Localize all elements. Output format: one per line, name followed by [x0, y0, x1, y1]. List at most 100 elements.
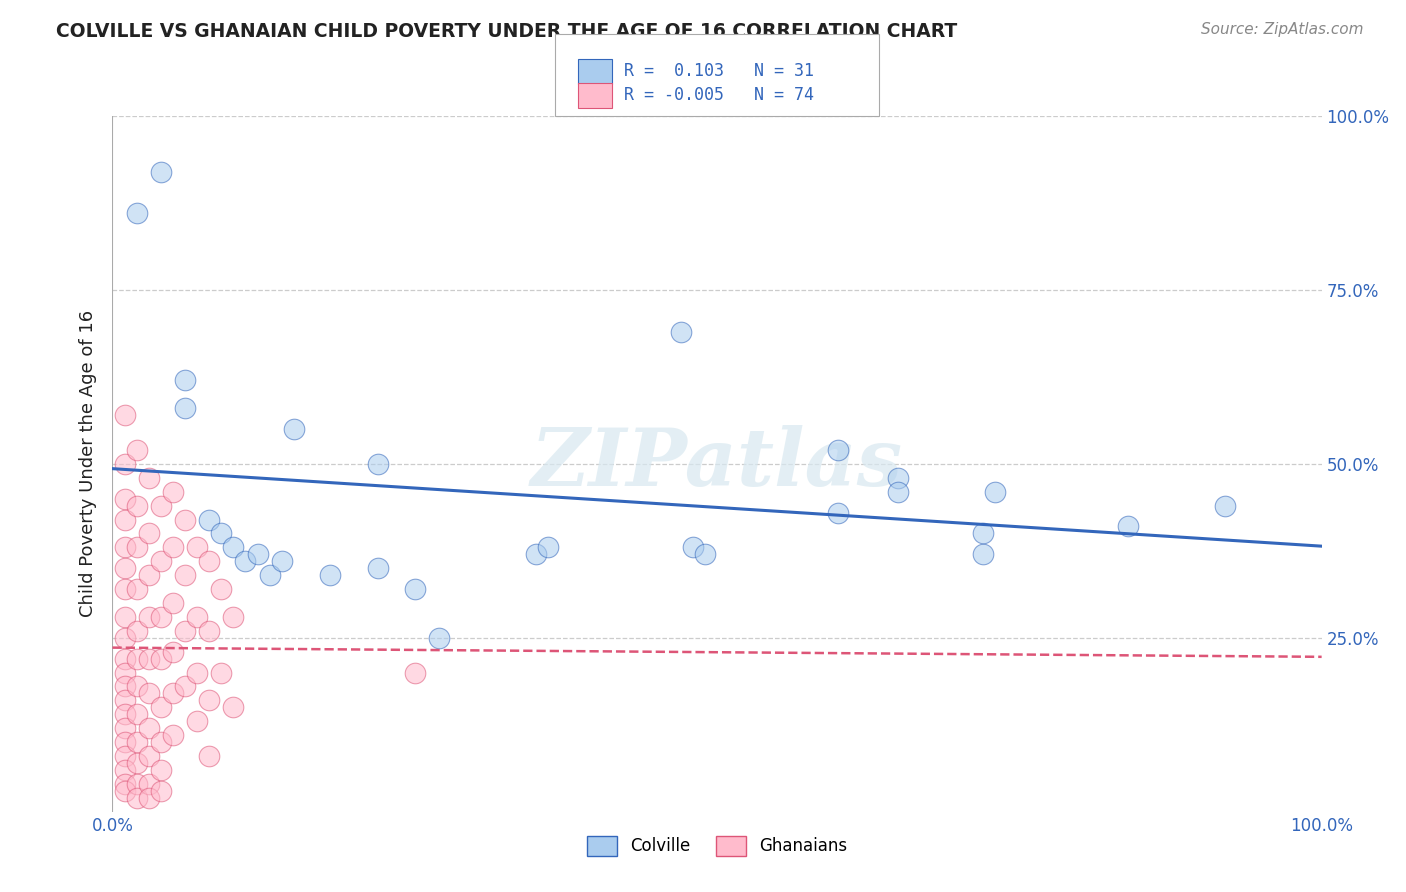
Point [209, 526, 232, 541]
Point [209, 665, 232, 680]
Point [174, 568, 197, 582]
Point [125, 680, 148, 694]
Point [404, 665, 426, 680]
Point [198, 749, 221, 764]
Point [186, 665, 208, 680]
Point [174, 512, 197, 526]
Point [138, 568, 160, 582]
Point [125, 206, 148, 220]
Point [138, 471, 160, 485]
Point [174, 624, 197, 638]
Point [125, 756, 148, 770]
Text: R =  0.103   N = 31: R = 0.103 N = 31 [624, 62, 814, 80]
Point [138, 777, 160, 791]
Point [162, 541, 184, 555]
Point [198, 693, 221, 707]
Point [427, 631, 450, 645]
Point [138, 651, 160, 665]
Point [1213, 499, 1236, 513]
Point [114, 721, 136, 735]
Point [972, 526, 994, 541]
Point [259, 568, 281, 582]
Point [138, 749, 160, 764]
Point [682, 541, 704, 555]
Point [270, 554, 292, 568]
Point [149, 651, 172, 665]
Point [367, 561, 389, 575]
Point [114, 693, 136, 707]
Text: ZIPatlas: ZIPatlas [531, 425, 903, 502]
Point [114, 665, 136, 680]
Point [114, 680, 136, 694]
Point [125, 582, 148, 596]
Point [114, 457, 136, 471]
Point [114, 735, 136, 749]
Point [125, 541, 148, 555]
Point [972, 547, 994, 561]
Text: R = -0.005   N = 74: R = -0.005 N = 74 [624, 87, 814, 104]
Point [149, 700, 172, 714]
Text: Source: ZipAtlas.com: Source: ZipAtlas.com [1201, 22, 1364, 37]
Point [186, 610, 208, 624]
Point [125, 651, 148, 665]
Point [114, 491, 136, 506]
Y-axis label: Child Poverty Under the Age of 16: Child Poverty Under the Age of 16 [79, 310, 97, 617]
Legend: Colville, Ghanaians: Colville, Ghanaians [581, 829, 853, 863]
Point [149, 610, 172, 624]
Point [125, 707, 148, 722]
Point [283, 422, 305, 436]
Point [138, 721, 160, 735]
Point [114, 582, 136, 596]
Point [1116, 519, 1139, 533]
Point [222, 610, 245, 624]
Point [162, 686, 184, 700]
Point [114, 561, 136, 575]
Point [125, 735, 148, 749]
Point [149, 554, 172, 568]
Point [319, 568, 342, 582]
Point [693, 547, 716, 561]
Point [114, 408, 136, 422]
Point [669, 325, 692, 339]
Point [114, 784, 136, 798]
Point [162, 484, 184, 499]
Point [887, 484, 910, 499]
Point [125, 790, 148, 805]
Point [114, 631, 136, 645]
Point [114, 610, 136, 624]
Point [138, 526, 160, 541]
Point [404, 582, 426, 596]
Point [149, 735, 172, 749]
Point [162, 596, 184, 610]
Point [125, 624, 148, 638]
Point [174, 373, 197, 387]
Point [827, 442, 849, 457]
Point [827, 506, 849, 520]
Point [984, 484, 1007, 499]
Point [174, 680, 197, 694]
Point [198, 512, 221, 526]
Point [162, 645, 184, 659]
Point [114, 512, 136, 526]
Point [114, 651, 136, 665]
Text: COLVILLE VS GHANAIAN CHILD POVERTY UNDER THE AGE OF 16 CORRELATION CHART: COLVILLE VS GHANAIAN CHILD POVERTY UNDER… [56, 22, 957, 41]
Point [125, 499, 148, 513]
Point [524, 547, 547, 561]
Point [138, 790, 160, 805]
Point [125, 777, 148, 791]
Point [246, 547, 269, 561]
Point [125, 442, 148, 457]
Point [235, 554, 257, 568]
Point [209, 582, 232, 596]
Point [149, 784, 172, 798]
Point [174, 401, 197, 416]
Point [114, 749, 136, 764]
Point [198, 624, 221, 638]
Point [222, 541, 245, 555]
Point [149, 763, 172, 777]
Point [114, 763, 136, 777]
Point [138, 610, 160, 624]
Point [114, 541, 136, 555]
Point [887, 471, 910, 485]
Point [114, 777, 136, 791]
